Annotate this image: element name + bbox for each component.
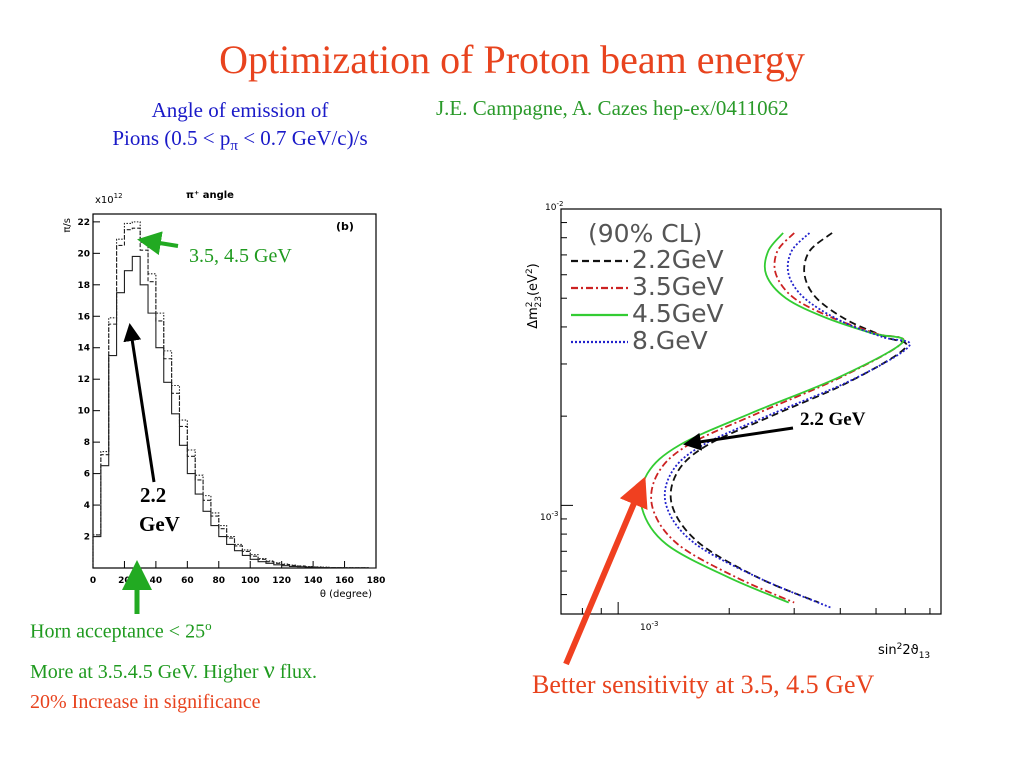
contour-ylabel: Δm223(eV2) (525, 263, 544, 329)
x-tick-label: 60 (181, 576, 194, 586)
histogram-panel-title: π⁺ angle (186, 190, 234, 201)
histogram-series-dashed (92, 227, 376, 569)
horn-acceptance-text: Horn acceptance < 25 (30, 620, 206, 643)
flux-note-start: More at 3.5.4.5 GeV. Higher (30, 661, 264, 683)
histogram-panel-tag: (b) (336, 220, 354, 233)
slide-title: Optimization of Proton beam energy (219, 37, 805, 82)
nu-symbol: ν (263, 657, 275, 684)
y-tick-label: 18 (77, 281, 90, 291)
annotation-high-energy: 3.5, 4.5 GeV (189, 245, 292, 267)
y-tick-label: 8 (84, 438, 90, 448)
y-tick-label: 16 (77, 312, 90, 322)
x-tick-label: 140 (304, 576, 323, 586)
emission-line-2: Pions (0.5 < pπ < 0.7 GeV/c)/s (60, 124, 420, 160)
histogram-xlabel: θ (degree) (320, 589, 372, 600)
x-tick-label: 120 (272, 576, 291, 586)
contour-xlabel: sin22ϑ13 (878, 642, 930, 661)
red-arrow-sensitivity (563, 476, 648, 666)
horn-acceptance-note: Horn acceptance < 25o (30, 618, 212, 644)
black-arrow-2-2gev-hist (123, 323, 156, 483)
contour-series-4.5GeV (639, 232, 905, 604)
y-tick-label: 2 (84, 533, 90, 543)
contour-panel: 10-2 10-3 10-3 Δm223(eV2) sin22ϑ13 (90% … (525, 200, 942, 666)
x-tick-label: 20 (118, 576, 131, 586)
contour-frame (560, 208, 942, 615)
histogram-series-dotted (92, 221, 376, 569)
y-tick-label: 22 (77, 218, 90, 228)
y-tick-label: 20 (77, 249, 90, 259)
x-tick-label: 0 (90, 576, 96, 586)
contour-series-8.GeV (663, 232, 911, 609)
y-tick-label-bottom: 10-3 (540, 510, 558, 523)
y-multiplier: x1012 (95, 192, 123, 206)
green-arrow-high-energy (137, 231, 179, 256)
annotation-2-2: 2.2 (140, 483, 166, 507)
histogram-series-solid (92, 255, 376, 569)
legend-label: 2.2GeV (632, 245, 724, 274)
black-arrow-2-2gev-contour (683, 426, 794, 451)
flux-note-end: flux. (274, 661, 318, 683)
y-tick-label-top: 10-2 (545, 200, 563, 213)
degree-superscript: o (205, 618, 212, 633)
x-tick-label: 10-3 (640, 620, 658, 633)
sensitivity-note: Better sensitivity at 3.5, 4.5 GeV (532, 670, 875, 699)
x-tick-label: 40 (150, 576, 163, 586)
significance-note: 20% Increase in significance (30, 691, 261, 713)
histogram-frame (92, 213, 377, 569)
contour-series-2.2GeV (669, 232, 908, 604)
flux-note: More at 3.5.4.5 GeV. Higher ν flux. (30, 657, 317, 685)
y-tick-label: 12 (77, 375, 90, 385)
x-tick-label: 100 (241, 576, 260, 586)
y-tick-label: 6 (84, 470, 90, 480)
legend-label: 4.5GeV (632, 299, 724, 328)
authors-reference: J.E. Campagne, A. Cazes hep-ex/0411062 (436, 96, 789, 120)
x-tick-label: 80 (213, 576, 226, 586)
legend-label: 3.5GeV (632, 272, 724, 301)
emission-line-2-end: < 0.7 GeV/c)/s (237, 126, 368, 150)
emission-caption: Angle of emission of Pions (0.5 < pπ < 0… (60, 96, 420, 160)
x-tick-label: 180 (367, 576, 386, 586)
histogram-ylabel: π/s (62, 218, 73, 233)
histogram-panel: 0 20 40 60 80 100 120 140 160 180 2 4 6 8 10 12 14 16 18 2… (62, 190, 385, 614)
y-tick-label: 10 (77, 407, 90, 417)
legend-title: (90% CL) (588, 219, 702, 248)
y-tick-label: 4 (84, 501, 90, 511)
emission-subscript: π (230, 138, 238, 155)
annotation-gev: GeV (139, 512, 180, 536)
legend-label: 8.GeV (632, 326, 708, 355)
annotation-2-2gev: 2.2 GeV (800, 409, 866, 430)
x-tick-label: 160 (335, 576, 354, 586)
y-tick-label: 14 (77, 344, 90, 354)
emission-line-1: Angle of emission of (151, 98, 329, 122)
emission-line-2-start: Pions (0.5 < p (112, 126, 231, 150)
